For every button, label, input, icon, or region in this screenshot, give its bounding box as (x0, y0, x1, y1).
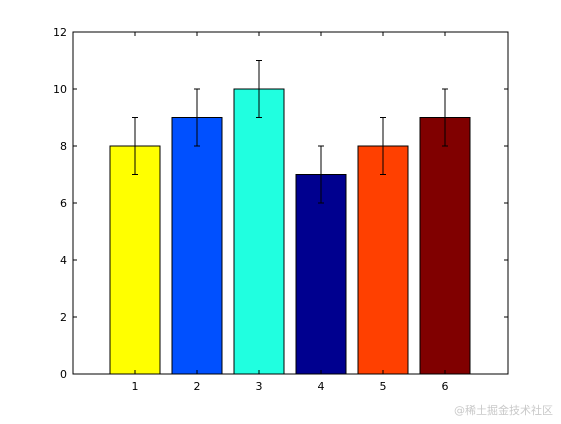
x-tick-label-4: 4 (318, 380, 325, 393)
y-tick-label-0: 0 (60, 368, 67, 381)
y-tick-label-6: 6 (60, 197, 67, 210)
bar-4 (295, 174, 347, 375)
y-tick-label-10: 10 (53, 83, 67, 96)
x-tick-label-3: 3 (256, 380, 263, 393)
y-tick-label-2: 2 (60, 311, 67, 324)
y-tick-label-12: 12 (53, 26, 67, 39)
x-tick-label-1: 1 (132, 380, 139, 393)
x-tick-label-6: 6 (442, 380, 449, 393)
y-tick-label-8: 8 (60, 140, 67, 153)
y-tick-label-4: 4 (60, 254, 67, 267)
bar-1 (109, 145, 161, 375)
watermark-text: @稀土掘金技术社区 (454, 404, 553, 417)
bar-5 (357, 145, 409, 375)
x-tick-label-2: 2 (194, 380, 201, 393)
x-tick-label-5: 5 (380, 380, 387, 393)
bar-3 (233, 88, 285, 375)
bar-2 (171, 117, 223, 375)
bar-6 (419, 117, 471, 375)
